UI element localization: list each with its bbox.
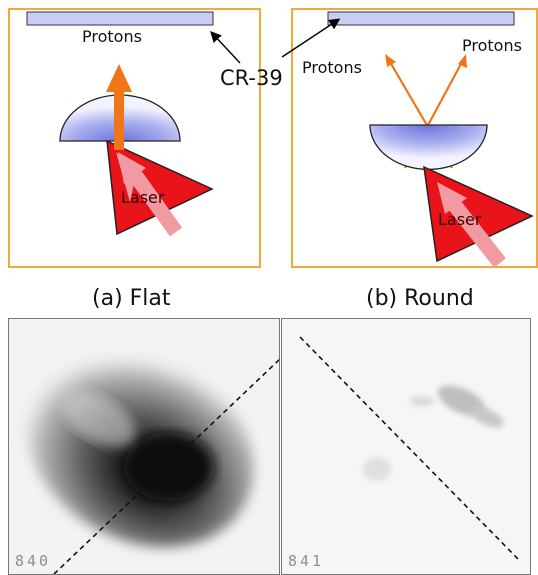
panel-b-protons-left-label: Protons (302, 58, 362, 77)
panel-a-proton-arrow (106, 64, 132, 150)
plate-photo-right: 841 (281, 318, 531, 575)
panel-b-target (369, 124, 488, 170)
plate-right-number: 841 (288, 552, 325, 570)
panel-a-detector (26, 11, 214, 26)
panel-b-frame (291, 8, 538, 268)
panel-b-protons-right-label: Protons (462, 36, 522, 55)
panel-a-protons-label: Protons (82, 27, 142, 46)
panel-b-laser-arrow (437, 182, 506, 268)
cr39-label: CR-39 (220, 66, 283, 90)
panel-b-caption: (b) Round (366, 286, 474, 311)
plate-left-image (9, 319, 279, 574)
panel-a-caption: (a) Flat (92, 286, 171, 311)
cr39-pointers (210, 18, 341, 64)
plate-right-image (282, 319, 530, 574)
panel-a-laser-label: Laser (121, 188, 165, 207)
plate-left-number: 840 (15, 552, 52, 570)
panel-b-detector (327, 11, 515, 26)
panel-a-frame (8, 8, 261, 268)
panel-b-laser-label: Laser (438, 210, 482, 229)
plate-photo-left: 840 (8, 318, 280, 575)
panel-a-laser-arrow (116, 152, 183, 237)
